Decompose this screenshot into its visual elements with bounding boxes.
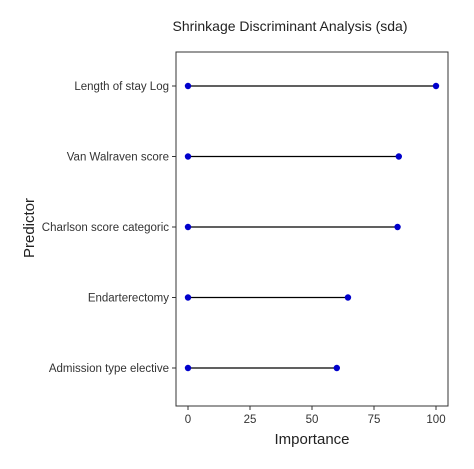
x-tick-label: 25 [244,414,257,426]
lollipop-end-point [333,364,340,372]
x-tick-label: 0 [185,414,191,426]
category-label: Van Walraven score [67,152,169,164]
y-axis: Length of stay Log Van Walraven score Char… [42,81,176,375]
chart-title: Shrinkage Discriminant Analysis (sda) [173,18,408,34]
x-axis-title: Importance [274,431,349,448]
data-marks [184,82,440,372]
x-tick-label: 100 [426,414,445,426]
plot-panel [175,51,449,407]
lollipop-end-point [395,153,402,160]
lollipop-end-point [394,223,401,231]
x-tick-label: 50 [306,414,319,426]
category-label: Charlson score categoric [42,222,169,234]
y-axis-title: Predictor [21,198,38,258]
lollipop-start-point [184,82,192,90]
category-label: Admission type elective [49,363,169,375]
lollipop-start-point [184,223,192,231]
lollipop-start-point [184,364,192,372]
category-label: Length of stay Log [74,81,169,93]
x-tick-label: 75 [368,414,381,426]
x-axis: 0 25 50 75 100 [185,406,446,426]
category-label: Endarterectomy [88,293,169,305]
lollipop-end-point [432,82,440,90]
lollipop-start-point [184,153,192,160]
lollipop-end-point [344,294,352,301]
lollipop-start-point [184,294,192,301]
